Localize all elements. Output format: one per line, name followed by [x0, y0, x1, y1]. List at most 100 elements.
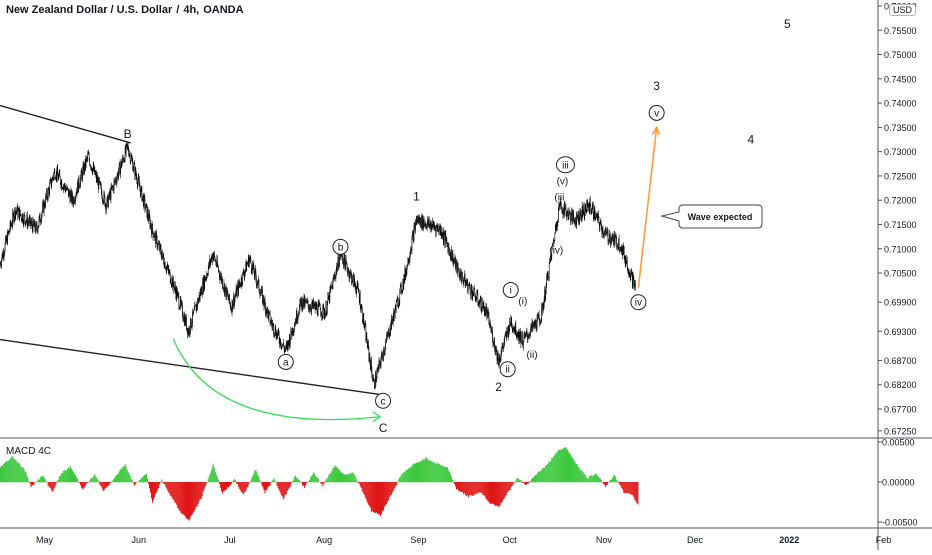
macd-bar — [192, 482, 193, 515]
macd-bar — [333, 468, 334, 483]
macd-bar — [240, 482, 241, 491]
macd-bar — [454, 482, 455, 484]
wave-label: 4 — [748, 133, 755, 147]
macd-bar — [448, 470, 449, 482]
macd-bar — [236, 482, 237, 484]
macd-bar — [606, 482, 607, 485]
macd-bar — [196, 482, 197, 507]
macd-bar — [415, 463, 416, 482]
macd-bar — [250, 481, 251, 483]
macd-bar — [617, 481, 618, 482]
macd-bar — [493, 482, 494, 504]
macd-bar — [369, 482, 370, 506]
macd-bar — [388, 482, 389, 500]
candle-body — [461, 272, 462, 281]
macd-bar — [546, 465, 547, 482]
macd-bar — [115, 477, 116, 482]
macd-bar — [117, 475, 118, 482]
macd-bar — [42, 476, 43, 482]
macd-bar — [239, 482, 240, 489]
macd-bar — [504, 482, 505, 499]
macd-bar — [500, 482, 501, 505]
macd-bar — [73, 472, 74, 482]
macd-bar — [27, 477, 28, 482]
macd-bar — [560, 450, 561, 482]
macd-bar — [304, 482, 305, 488]
macd-bar — [525, 482, 526, 485]
macd-bar — [245, 482, 246, 491]
macd-bar — [402, 474, 403, 483]
macd-bar — [467, 482, 468, 495]
macd-bar — [469, 482, 470, 495]
macd-bar — [126, 466, 127, 482]
macd-bar — [470, 482, 471, 495]
macd-bar — [160, 482, 161, 483]
macd-bar — [36, 482, 37, 483]
macd-bar — [96, 478, 97, 482]
macd-bar — [274, 478, 275, 482]
candle-body — [82, 169, 83, 179]
macd-bar — [60, 475, 61, 482]
macd-bar — [218, 480, 219, 482]
price-tick-label: 0.67250 — [884, 426, 917, 436]
macd-bar — [506, 482, 507, 495]
macd-bar — [296, 478, 297, 483]
macd-bar — [431, 461, 432, 482]
macd-bar — [479, 482, 480, 492]
candle-body — [260, 293, 261, 296]
macd-bar — [330, 473, 331, 483]
macd-bar — [101, 482, 102, 487]
macd-bar — [357, 481, 358, 482]
macd-bar — [442, 466, 443, 482]
macd-bar — [480, 482, 481, 493]
macd-bar — [533, 478, 534, 483]
time-tick-label: 2022 — [779, 535, 799, 545]
macd-bar — [566, 449, 567, 482]
macd-bar — [14, 459, 15, 482]
macd-bar — [55, 482, 56, 486]
macd-bar — [413, 464, 414, 483]
macd-bar — [316, 477, 317, 482]
macd-bar — [188, 482, 189, 520]
macd-bar — [387, 482, 388, 502]
macd-bar — [83, 482, 84, 488]
macd-bar — [235, 480, 236, 482]
macd-bar — [584, 474, 585, 482]
macd-bar — [121, 469, 122, 483]
candle-body — [414, 227, 415, 241]
macd-bar — [56, 482, 57, 483]
macd-bar — [224, 482, 225, 491]
macd-bar — [590, 475, 591, 482]
macd-bar — [51, 482, 52, 490]
macd-bar — [512, 482, 513, 486]
macd-bar — [447, 467, 448, 482]
macd-bar — [237, 482, 238, 484]
macd-bar — [354, 474, 355, 482]
currency-badge[interactable]: USD — [889, 4, 916, 16]
macd-bar — [293, 480, 294, 482]
macd-bar — [278, 482, 279, 488]
macd-bar — [349, 473, 350, 482]
macd-bar — [193, 482, 194, 513]
macd-bar — [206, 482, 207, 484]
macd-bar — [460, 482, 461, 492]
macd-bar — [555, 453, 556, 482]
macd-bar — [238, 482, 239, 487]
macd-bar — [208, 479, 209, 483]
macd-bar — [118, 474, 119, 482]
macd-bar — [626, 482, 627, 493]
macd-bar — [363, 482, 364, 493]
macd-bar — [41, 476, 42, 482]
macd-bar — [408, 468, 409, 482]
macd-bar — [351, 473, 352, 482]
macd-bar — [100, 482, 101, 486]
macd-bar — [536, 475, 537, 483]
macd-bar — [246, 482, 247, 488]
macd-bar — [452, 480, 453, 483]
macd-bar — [313, 472, 314, 482]
macd-bar — [362, 482, 363, 491]
macd-bar — [162, 481, 163, 482]
candle-body — [133, 164, 134, 169]
candle-body — [635, 284, 636, 288]
